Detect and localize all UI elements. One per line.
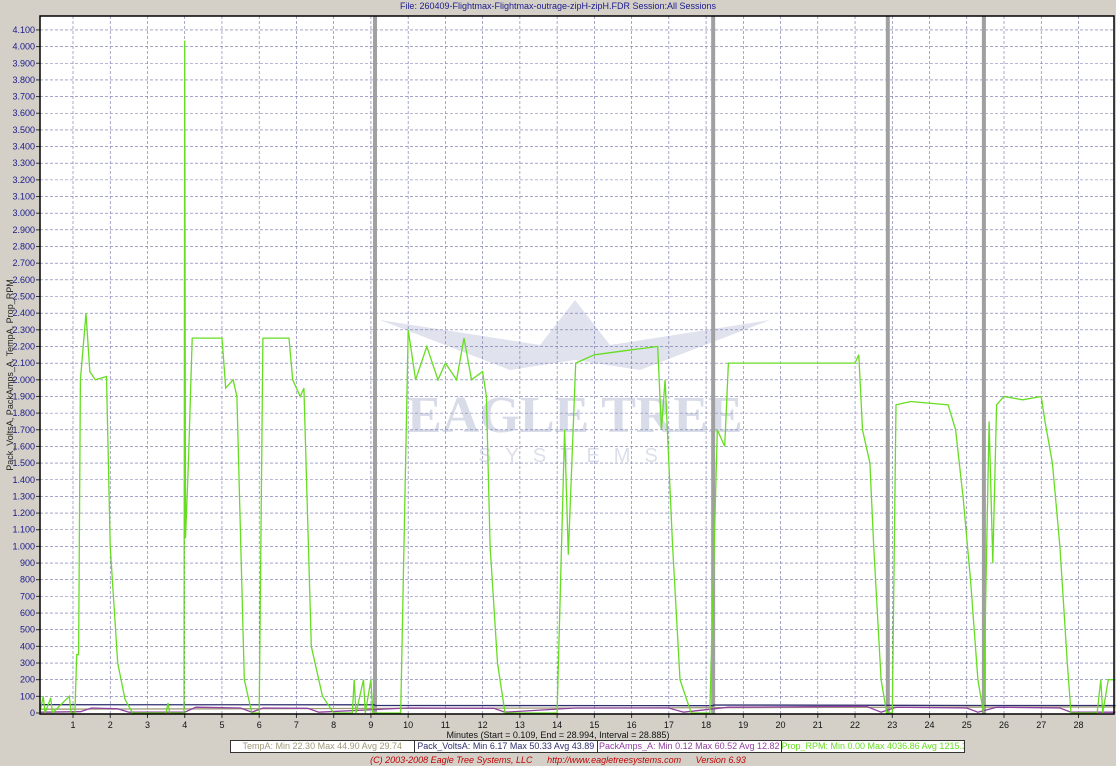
y-tick-label: 400	[20, 641, 35, 651]
y-tick-label: 2.600	[12, 275, 35, 285]
x-tick-label: 19	[738, 720, 748, 730]
y-tick-label: 1.300	[12, 491, 35, 501]
y-tick-label: 3.700	[12, 92, 35, 102]
x-tick-label: 9	[368, 720, 373, 730]
y-tick-label: 2.200	[12, 341, 35, 351]
copyright: (C) 2003-2008 Eagle Tree Systems, LLC	[370, 755, 533, 765]
plot-border	[39, 15, 1115, 715]
y-axis-label: Pack_VoltsA, PackAmps_A, TempA, Prop_RPM	[5, 279, 15, 471]
x-tick-label: 12	[478, 720, 488, 730]
series-line-prop_rpm	[39, 40, 1116, 715]
x-tick-label: 14	[552, 720, 562, 730]
y-tick-label: 3.200	[12, 175, 35, 185]
y-tick-label: 2.100	[12, 358, 35, 368]
y-tick-label: 3.000	[12, 208, 35, 218]
footer: (C) 2003-2008 Eagle Tree Systems, LLC ht…	[0, 755, 1116, 765]
x-tick-label: 21	[813, 720, 823, 730]
x-tick-label: 26	[999, 720, 1009, 730]
series-line-pack_voltsa	[39, 704, 1116, 707]
x-tick-label: 13	[515, 720, 525, 730]
y-tick-label: 3.900	[12, 58, 35, 68]
y-tick-label: 600	[20, 608, 35, 618]
legend: TempA: Min 22.30 Max 44.90 Avg 29.74 Pac…	[230, 740, 965, 753]
legend-item-amps: PackAmps_A: Min 0.12 Max 60.52 Avg 12.82	[598, 741, 782, 752]
y-tick-label: 300	[20, 658, 35, 668]
x-tick-label: 10	[403, 720, 413, 730]
x-tick-label: 5	[219, 720, 224, 730]
watermark-subtext: SYSTEMS	[478, 445, 672, 467]
plot-area	[40, 16, 1114, 714]
y-tick-label: 2.800	[12, 242, 35, 252]
y-tick-label: 3.600	[12, 108, 35, 118]
y-tick-label: 1.200	[12, 508, 35, 518]
website-link[interactable]: http://www.eagletreesystems.com	[547, 755, 682, 765]
y-tick-label: 4.100	[12, 25, 35, 35]
x-tick-label: 27	[1036, 720, 1046, 730]
x-axis-label: Minutes (Start = 0.109, End = 28.994, In…	[446, 730, 670, 740]
y-tick-label: 100	[20, 691, 35, 701]
y-tick-label: 1.600	[12, 441, 35, 451]
x-tick-label: 17	[664, 720, 674, 730]
legend-item-temp: TempA: Min 22.30 Max 44.90 Avg 29.74	[231, 741, 415, 752]
y-tick-label: 2.900	[12, 225, 35, 235]
y-tick-label: 3.400	[12, 142, 35, 152]
y-tick-label: 3.800	[12, 75, 35, 85]
x-tick-label: 20	[776, 720, 786, 730]
y-tick-label: 3.300	[12, 158, 35, 168]
y-tick-label: 500	[20, 625, 35, 635]
eagle-logo-icon	[380, 300, 770, 370]
series-line-packamps_a	[39, 705, 1116, 713]
chart-title: File: 260409-Flightmax-Flightmax-outrage…	[399, 1, 717, 11]
y-tick-label: 1.100	[12, 525, 35, 535]
y-tick-label: 1.800	[12, 408, 35, 418]
y-tick-label: 3.500	[12, 125, 35, 135]
y-tick-label: 1.000	[12, 541, 35, 551]
x-tick-label: 4	[182, 720, 187, 730]
x-tick-label: 3	[145, 720, 150, 730]
x-tick-label: 18	[701, 720, 711, 730]
x-tick-label: 7	[294, 720, 299, 730]
y-tick-label: 1.400	[12, 475, 35, 485]
x-tick-label: 22	[850, 720, 860, 730]
y-tick-label: 0	[30, 708, 35, 718]
x-tick-label: 24	[925, 720, 935, 730]
y-tick-label: 2.000	[12, 375, 35, 385]
legend-item-volts: Pack_VoltsA: Min 6.17 Max 50.33 Avg 43.8…	[415, 741, 598, 752]
x-tick-label: 2	[108, 720, 113, 730]
y-tick-label: 700	[20, 591, 35, 601]
y-tick-label: 2.700	[12, 258, 35, 268]
y-tick-label: 200	[20, 675, 35, 685]
y-tick-label: 2.300	[12, 325, 35, 335]
x-tick-label: 8	[331, 720, 336, 730]
version: Version 6.93	[695, 755, 746, 765]
x-tick-label: 6	[257, 720, 262, 730]
y-tick-label: 800	[20, 575, 35, 585]
y-tick-label: 1.900	[12, 391, 35, 401]
y-tick-label: 2.400	[12, 308, 35, 318]
legend-item-rpm: Prop_RPM: Min 0.00 Max 4036.86 Avg 1215.…	[781, 741, 965, 751]
y-tick-label: 2.500	[12, 292, 35, 302]
x-tick-label: 25	[962, 720, 972, 730]
x-tick-label: 15	[589, 720, 599, 730]
y-tick-label: 900	[20, 558, 35, 568]
y-tick-label: 1.700	[12, 425, 35, 435]
y-tick-label: 3.100	[12, 192, 35, 202]
y-tick-label: 1.500	[12, 458, 35, 468]
x-tick-label: 23	[887, 720, 897, 730]
y-tick-label: 4.000	[12, 42, 35, 52]
x-tick-label: 1	[70, 720, 75, 730]
x-tick-label: 16	[627, 720, 637, 730]
x-tick-label: 11	[441, 720, 450, 730]
x-tick-label: 28	[1073, 720, 1083, 730]
